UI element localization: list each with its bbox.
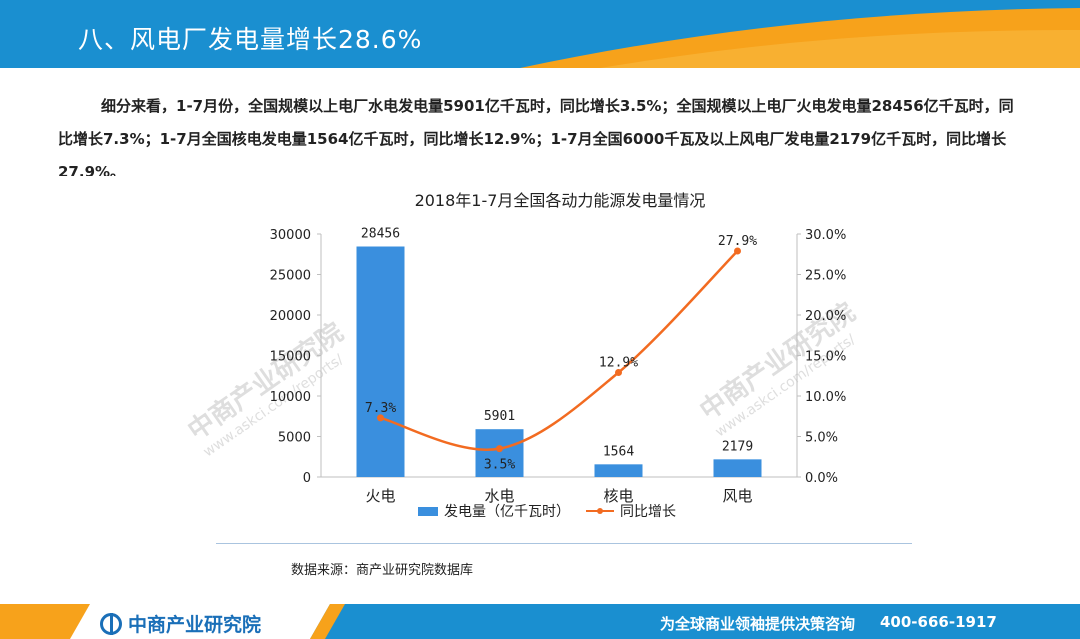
footer-phone: 400-666-1917: [880, 613, 997, 631]
y-left-tick-label: 5000: [278, 431, 311, 446]
logo-icon: [100, 612, 122, 635]
y-left-tick-label: 25000: [270, 269, 311, 284]
y-left-tick-label: 30000: [270, 228, 311, 243]
legend-label-bar: 发电量（亿千瓦时）: [444, 504, 570, 520]
chart-legend: 发电量（亿千瓦时） 同比增长: [418, 501, 692, 521]
y-left-tick-label: 10000: [270, 390, 311, 405]
legend-item-bar: 发电量（亿千瓦时）: [418, 501, 570, 521]
bar-value-label: 28456: [361, 227, 400, 242]
footer-slogan: 为全球商业领袖提供决策咨询: [660, 615, 856, 633]
x-tick-label: 风电: [722, 487, 752, 505]
growth-point: [734, 247, 741, 255]
growth-value-label: 27.9%: [718, 234, 757, 249]
data-source: 数据来源：商产业研究院数据库: [291, 563, 474, 578]
growth-point: [615, 369, 622, 377]
footer-background: [0, 604, 1080, 639]
bar: [475, 429, 524, 477]
y-right-tick-label: 30.0%: [805, 228, 846, 243]
legend-label-line: 同比增长: [620, 504, 676, 520]
growth-point: [496, 445, 503, 453]
bar-value-label: 5901: [484, 409, 515, 424]
y-right-tick-label: 15.0%: [805, 350, 846, 365]
y-left-tick-label: 20000: [270, 309, 311, 324]
growth-value-label: 12.9%: [599, 356, 638, 371]
bar: [356, 246, 405, 477]
page-title: 八、风电厂发电量增长28.6%: [78, 25, 423, 54]
x-tick-label: 核电: [603, 487, 633, 505]
data-labels: 28456 5901 1564 2179 7.3% 3.5% 12.9% 27.9%: [361, 227, 757, 473]
bar-value-label: 2179: [722, 439, 753, 454]
header-banner: 八、风电厂发电量增长28.6%: [0, 0, 1080, 68]
y-left-tick-label: 15000: [270, 350, 311, 365]
divider: [216, 543, 912, 544]
chart-title: 2018年1-7月全国各动力能源发电量情况: [415, 191, 706, 210]
growth-line: [380, 250, 739, 451]
y-right-tick-label: 20.0%: [805, 309, 846, 324]
x-tick-label: 水电: [484, 487, 514, 505]
legend-swatch-bar: [418, 506, 438, 516]
bar-value-label: 1564: [603, 444, 634, 459]
legend-swatch-line: [586, 508, 614, 514]
bar: [713, 459, 762, 477]
description-block: 细分来看，1-7月份，全国规模以上电厂水电发电量5901亿千瓦时，同比增长3.5…: [58, 90, 1023, 176]
header-background: [0, 0, 1080, 68]
bar-series: [356, 246, 762, 477]
growth-value-label: 3.5%: [484, 458, 515, 473]
y-right-tick-label: 25.0%: [805, 269, 846, 284]
legend-item-line: 同比增长: [586, 501, 676, 521]
y-left-tick-label: 0: [303, 471, 311, 486]
bar: [594, 464, 643, 477]
y-right-tick-label: 0.0%: [805, 471, 838, 486]
y-right-tick-label: 5.0%: [805, 431, 838, 446]
footer-logo-text: 中商产业研究院: [128, 614, 262, 636]
footer-logo: 中商产业研究院: [100, 610, 261, 637]
x-tick-label: 火电: [365, 487, 395, 505]
footer-bar: 中商产业研究院 为全球商业领袖提供决策咨询 400-666-1917: [0, 604, 1080, 639]
growth-point: [377, 414, 384, 422]
line-series: [377, 247, 741, 453]
growth-value-label: 7.3%: [365, 401, 396, 416]
y-right-tick-label: 10.0%: [805, 390, 846, 405]
description-text: 细分来看，1-7月份，全国规模以上电厂水电发电量5901亿千瓦时，同比增长3.5…: [58, 97, 1014, 176]
